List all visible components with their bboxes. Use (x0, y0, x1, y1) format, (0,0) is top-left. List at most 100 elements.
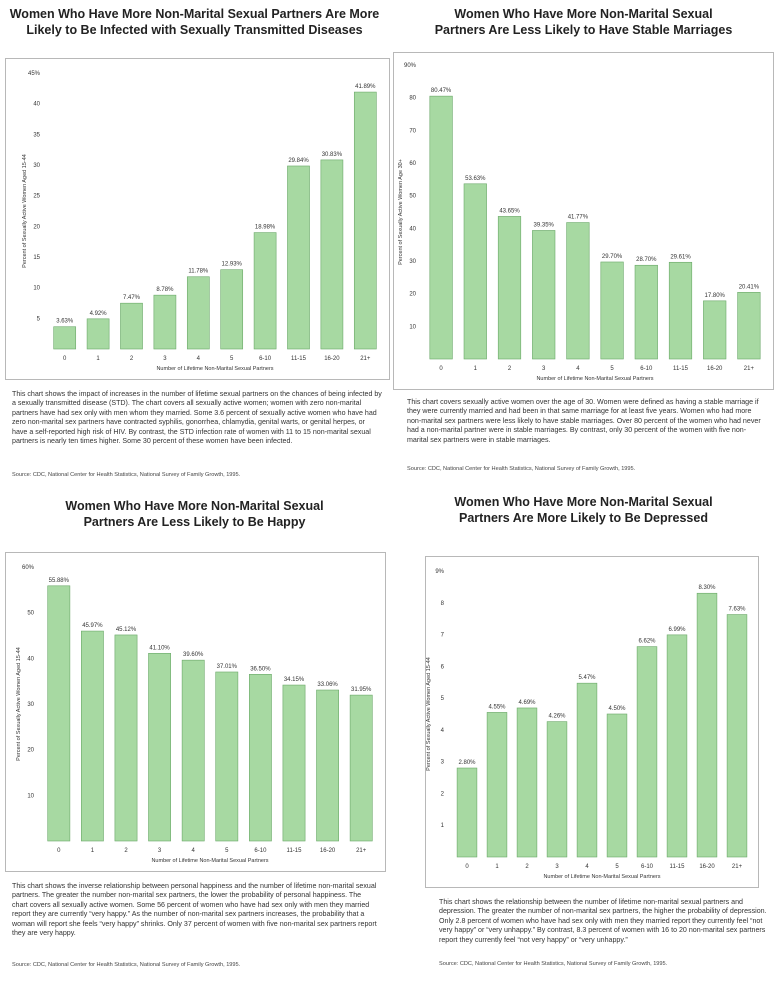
x-axis-label: Number of Lifetime Non-Marital Sexual Pa… (536, 376, 653, 382)
x-axis-label: Number of Lifetime Non-Marital Sexual Pa… (543, 874, 660, 880)
x-tick-label: 0 (57, 848, 61, 854)
data-label: 41.10% (149, 645, 170, 651)
chart-title-line-2: Partners Are More Likely to Be Depressed (459, 511, 708, 525)
chart-source-std: Source: CDC, National Center for Health … (12, 472, 241, 478)
x-tick-label: 3 (542, 366, 546, 372)
chart-title-happy: Women Who Have More Non-Marital Sexual P… (0, 498, 389, 530)
y-tick-label: 25 (33, 194, 40, 200)
chart-description-depressed: This chart shows the relationship betwee… (439, 898, 767, 944)
data-label: 43.65% (499, 208, 520, 214)
x-tick-label: 21+ (744, 366, 755, 372)
bar (703, 300, 727, 360)
panel-std: Women Who Have More Non-Marital Sexual P… (0, 0, 390, 490)
chart-title-line-1: Women Who Have More Non-Marital Sexual (454, 495, 713, 509)
bar (114, 634, 138, 842)
bar (726, 614, 748, 858)
data-label: 4.69% (518, 700, 536, 706)
bar (181, 659, 205, 842)
bar (668, 261, 693, 360)
y-tick-label: 80 (409, 96, 416, 102)
bar (86, 318, 110, 350)
x-tick-label: 4 (585, 864, 589, 870)
data-label: 3.63% (56, 319, 74, 325)
bar (429, 95, 453, 360)
data-label: 41.77% (568, 215, 589, 221)
bar (566, 222, 590, 360)
bar (456, 767, 478, 858)
bar (600, 261, 624, 360)
bar (486, 712, 508, 858)
y-tick-label: 40 (33, 102, 40, 108)
chart-source-happy: Source: CDC, National Center for Health … (12, 962, 241, 968)
chart-box-marriage: 10 20 30 40 50 60 70 80 90% Percent of Sexually A… (393, 52, 774, 390)
chart-description-std: This chart shows the impact of increases… (12, 390, 382, 446)
y-tick-label: 5 (37, 316, 41, 322)
bar (120, 302, 143, 350)
data-label: 11.78% (188, 269, 209, 275)
bar (696, 592, 718, 858)
data-label: 4.55% (488, 704, 506, 710)
bar (253, 232, 277, 350)
x-axis-label: Number of Lifetime Non-Marital Sexual Pa… (151, 858, 268, 864)
data-label: 4.26% (548, 714, 566, 720)
chart-source-marriage: Source: CDC, National Center for Health … (407, 466, 636, 472)
data-label: 18.98% (255, 225, 276, 231)
x-tick-label: 2 (130, 356, 134, 362)
y-tick-label: 3 (441, 760, 445, 766)
x-tick-label: 21+ (360, 356, 371, 362)
bar (546, 721, 568, 858)
y-tick-label: 5 (441, 696, 445, 702)
bar (220, 269, 244, 350)
x-tick-label: 3 (555, 864, 559, 870)
data-label: 7.63% (728, 607, 746, 613)
x-tick-label: 1 (495, 864, 499, 870)
y-tick-label: 10 (27, 793, 34, 799)
bar (634, 264, 658, 360)
bar (153, 294, 177, 350)
data-label: 29.84% (288, 158, 309, 164)
chart-title-line-2: Partners Are Less Likely to Have Stable … (434, 23, 733, 37)
y-tick-label: 45% (28, 71, 41, 77)
y-tick-label: 35 (33, 132, 40, 138)
y-tick-label: 20 (33, 224, 40, 230)
chart-box-happy: 10 20 30 40 50 60% Percent of Sexually Active … (5, 552, 386, 872)
x-tick-label: 5 (230, 356, 234, 362)
panel-marriage: Women Who Have More Non-Marital Sexual P… (389, 0, 778, 490)
data-label: 41.89% (355, 84, 376, 90)
bar (576, 682, 598, 858)
data-label: 8.30% (698, 585, 716, 591)
data-label: 34.15% (284, 677, 305, 683)
y-tick-label: 60 (409, 161, 416, 167)
y-tick-label: 9% (435, 569, 444, 575)
x-tick-label: 6-10 (641, 864, 654, 870)
data-label: 33.06% (317, 682, 338, 688)
bar (249, 674, 272, 842)
bar (737, 292, 761, 360)
y-tick-label: 1 (441, 823, 445, 829)
bar-chart-depressed: 1 2 3 4 5 6 7 8 9% Percent of Sexually Active Wom… (426, 569, 748, 880)
chart-box-depressed: 1 2 3 4 5 6 7 8 9% Percent of Sexually Active Wom… (425, 556, 759, 888)
bar (463, 183, 487, 360)
y-tick-label: 6 (441, 664, 445, 670)
x-tick-label: 0 (439, 366, 443, 372)
x-tick-label: 2 (525, 864, 529, 870)
data-label: 29.61% (670, 254, 691, 260)
y-tick-label: 30 (33, 163, 40, 169)
y-tick-label: 50 (27, 611, 34, 617)
chart-title-line-2: Likely to Be Infected with Sexually Tran… (26, 23, 363, 37)
bar (636, 646, 658, 858)
x-tick-label: 21+ (356, 848, 367, 854)
data-label: 12.93% (222, 262, 243, 268)
data-label: 5.47% (578, 675, 596, 681)
chart-title-line-1: Women Who Have More Non-Marital Sexual (454, 7, 713, 21)
x-tick-label: 3 (158, 848, 162, 854)
x-tick-label: 6-10 (259, 356, 272, 362)
data-label: 30.83% (322, 152, 343, 158)
x-tick-label: 6-10 (640, 366, 653, 372)
y-tick-label: 7 (441, 633, 445, 639)
chart-box-std: 5 10 15 20 25 30 35 40 45% Percent of Sexually Ac… (5, 58, 390, 380)
y-tick-label: 30 (27, 702, 34, 708)
x-tick-label: 4 (576, 366, 580, 372)
